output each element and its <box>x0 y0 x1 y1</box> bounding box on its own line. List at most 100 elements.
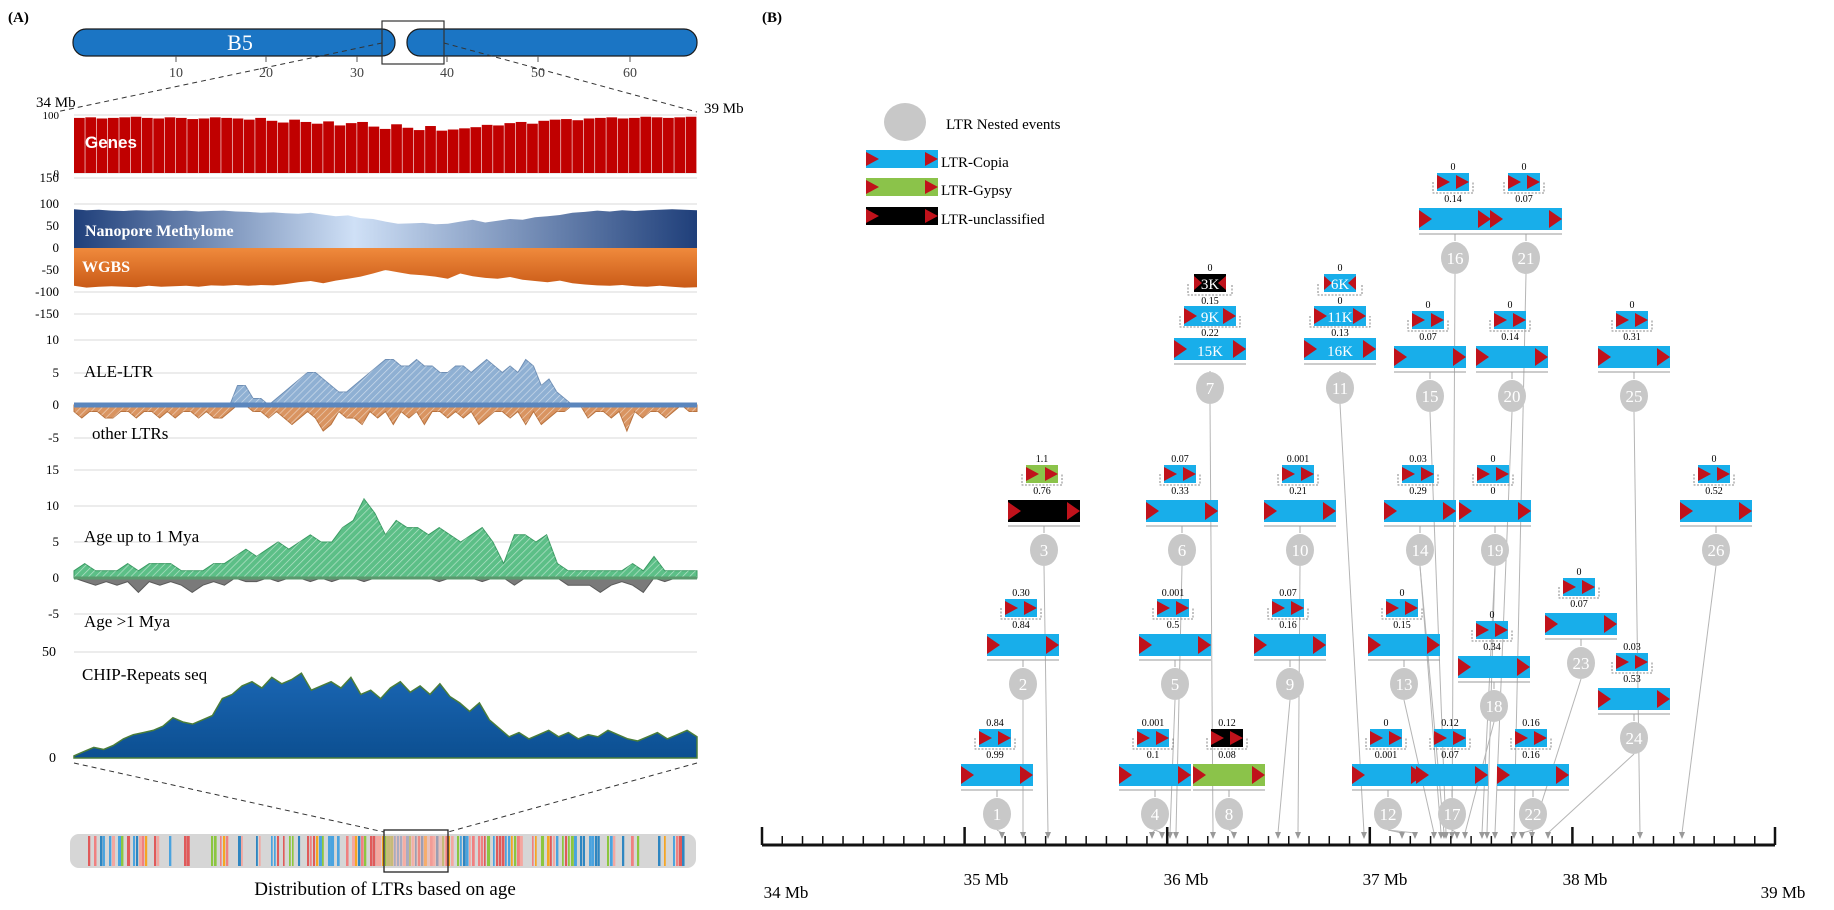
ltr-stripe <box>259 836 261 866</box>
ltr-stripe <box>271 836 273 866</box>
divergence-label: 0.15 <box>1201 296 1219 307</box>
ltr-left-arrow <box>1598 690 1611 708</box>
young-ltr-hatch <box>74 498 697 578</box>
divergence-label: 0 <box>1712 454 1717 465</box>
ltr-left-arrow <box>1272 601 1285 615</box>
ltr-stripe <box>322 836 324 866</box>
inner-element <box>1616 653 1648 671</box>
connector-arrowhead <box>1545 832 1551 839</box>
y-tick-label: -150 <box>35 306 59 321</box>
region-start-label: 34 Mb <box>36 95 76 111</box>
ltr-right-arrow <box>1348 276 1356 290</box>
ltr-stripe <box>142 836 145 866</box>
ltr-stripe <box>457 836 460 866</box>
gene-bar <box>277 122 289 173</box>
event-circle <box>1374 798 1402 830</box>
y-tick-label: 50 <box>46 218 59 233</box>
legend-nested-icon <box>884 103 926 141</box>
ltr-stripe <box>445 836 448 866</box>
event-circle <box>983 798 1011 830</box>
ltr-element-body <box>987 634 1059 656</box>
ltr-stripe <box>499 836 502 866</box>
divergence-label: 0.16 <box>1522 750 1540 761</box>
y-tick-label: 5 <box>53 534 60 549</box>
gene-bar <box>425 126 436 173</box>
event-connector <box>1547 753 1635 834</box>
event-number: 24 <box>1626 729 1644 748</box>
ltr-left-arrow <box>1184 308 1197 324</box>
axis-tick-label: 35 Mb <box>964 870 1009 889</box>
ltr-left-arrow <box>1545 615 1558 633</box>
chromosome-arm-right <box>406 28 698 57</box>
ltr-right-arrow <box>1363 340 1376 358</box>
connector-arrowhead <box>1275 832 1281 839</box>
ltr-stripe <box>157 836 160 866</box>
nested-event-13: 0 0.15 13 <box>1368 588 1440 700</box>
ltr-left-arrow <box>1137 731 1150 745</box>
nested-event-18: 0 0.34 18 <box>1458 610 1530 722</box>
nested-event-2: 0.30 0.84 2 <box>987 588 1059 700</box>
divergence-label: 0 <box>1426 300 1431 311</box>
ltr-left-arrow <box>1497 766 1510 784</box>
ltr-right-arrow <box>1518 502 1531 520</box>
ltr-stripe <box>364 836 367 866</box>
ltr-left-arrow <box>1370 731 1383 745</box>
connector-arrowhead <box>1479 832 1485 839</box>
divergence-label: 0 <box>1451 162 1456 173</box>
ltr-element-body <box>1598 688 1670 710</box>
ltr-stripe <box>610 836 613 866</box>
ltr-element-body <box>1272 599 1304 617</box>
ltr-element-body <box>1384 500 1456 522</box>
outer-element <box>1545 613 1617 635</box>
ltr-element-body <box>1698 465 1730 483</box>
element-size-label: 11K <box>1327 310 1352 326</box>
panel-b-label: (B) <box>762 10 782 26</box>
event-number: 10 <box>1292 541 1309 560</box>
y-tick-label: 100 <box>40 196 60 211</box>
ltr-left-arrow <box>1193 766 1206 784</box>
ltr-stripe <box>583 836 585 866</box>
y-tick-label: 10 <box>46 332 59 347</box>
ltr-right-arrow <box>1067 502 1080 520</box>
ltr-stripe <box>505 836 507 866</box>
ltr-left-arrow <box>1394 348 1407 366</box>
gene-bar <box>663 117 674 173</box>
ltr-stripe <box>211 836 214 866</box>
ltr-element-body <box>1264 500 1336 522</box>
gene-bar <box>436 130 448 173</box>
nested-event-15: 0 0.07 15 <box>1394 300 1466 412</box>
distribution-caption: Distribution of LTRs based on age <box>254 879 516 900</box>
ltr-stripe <box>256 836 258 866</box>
ltr-element-body <box>1616 311 1648 329</box>
ltr-element-body <box>1026 465 1058 483</box>
nest-bracket <box>1432 182 1474 194</box>
gene-bar <box>629 117 640 173</box>
divergence-label: 0.15 <box>1393 620 1411 631</box>
nested-event-19: 0 0 19 <box>1459 454 1531 566</box>
nest-bracket <box>1317 284 1363 296</box>
element-size-label: 9K <box>1201 310 1220 326</box>
ltr-left-arrow <box>1419 210 1432 228</box>
connector-arrowhead <box>1173 832 1179 839</box>
outer-element <box>987 634 1059 656</box>
connector-arrowhead <box>1167 832 1173 839</box>
event-circle <box>1286 534 1314 566</box>
gene-bar <box>266 120 278 173</box>
chromosome-ticks: 10 20 30 40 50 60 <box>169 56 637 81</box>
nested-events: 0.840.9910.300.8421.10.7630.0010.140.001… <box>961 162 1752 830</box>
gene-bar <box>232 118 244 173</box>
ltr-stripe <box>169 836 172 866</box>
event-circle <box>1168 534 1196 566</box>
methylation-track <box>74 209 697 288</box>
ltr-stripe <box>346 836 349 866</box>
axis-tick-label: 34 Mb <box>764 883 809 902</box>
ltr-right-arrow <box>1431 313 1444 327</box>
gene-bar <box>221 117 232 173</box>
ltr-right-arrow <box>1183 467 1196 481</box>
ltr-left-arrow <box>1304 340 1317 358</box>
ltr-left-arrow <box>1490 210 1503 228</box>
connector-arrowhead <box>1295 832 1301 839</box>
event-number: 9 <box>1286 675 1295 694</box>
connector-arrowhead <box>1449 832 1455 839</box>
connector-arrowhead <box>1637 832 1643 839</box>
